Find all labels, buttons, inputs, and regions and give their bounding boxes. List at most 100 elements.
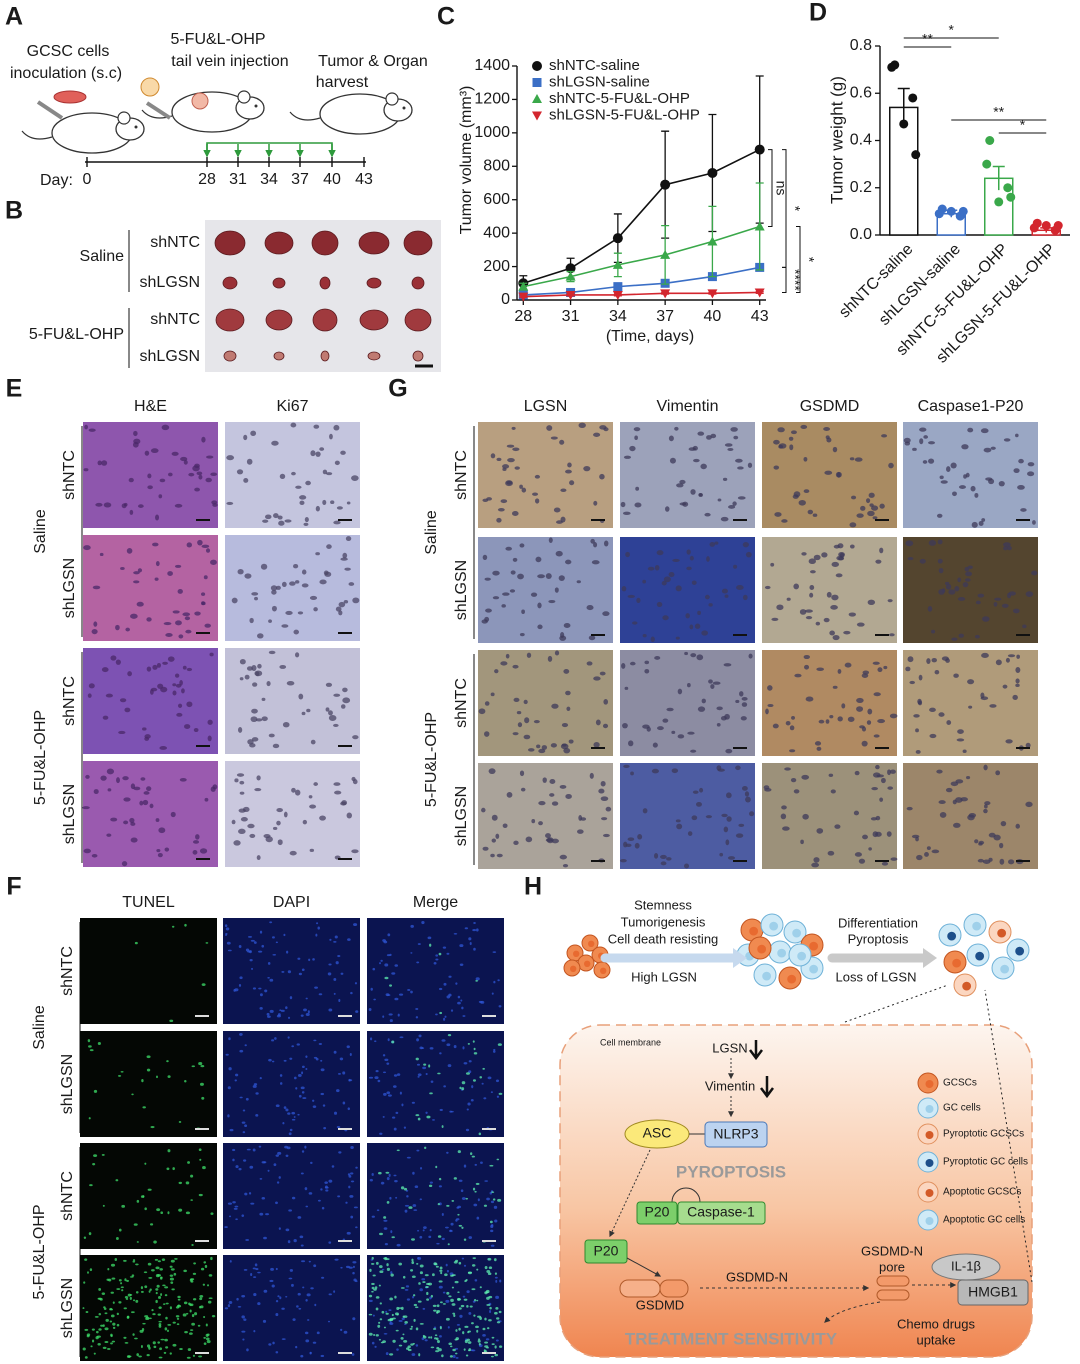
cell-stain <box>210 1212 214 1215</box>
cell-stain <box>109 1320 113 1323</box>
cell-stain <box>974 839 979 844</box>
cell-stain <box>283 1106 287 1109</box>
cell-stain <box>182 1313 187 1317</box>
cell-stain <box>133 1299 136 1302</box>
cell-stain <box>860 505 866 511</box>
cell-stain <box>393 1174 397 1177</box>
cell-stain <box>263 1289 268 1293</box>
cell-stain <box>485 1289 490 1294</box>
cell-stain <box>150 1126 155 1129</box>
cell-stain <box>301 583 309 588</box>
cell-stain <box>749 811 755 817</box>
cell-stain <box>350 1172 354 1175</box>
cell-stain <box>202 1166 206 1170</box>
cell-stain <box>566 706 571 711</box>
y-tick-label: 600 <box>483 191 510 208</box>
cell-stain <box>375 1261 379 1265</box>
cell-stain <box>435 1165 438 1169</box>
cell-stain <box>407 989 411 991</box>
legend-label: Pyroptotic GC cells <box>943 1157 1028 1168</box>
cell-stain <box>569 480 575 486</box>
cell-stain <box>470 1152 473 1156</box>
cell-stain <box>297 1292 301 1296</box>
cell-stain <box>724 443 733 447</box>
cell-stain <box>101 1153 105 1156</box>
cell-stain <box>450 1222 454 1226</box>
cell-stain <box>634 842 640 849</box>
cell-stain <box>190 1174 194 1178</box>
significance-bracket <box>782 266 787 293</box>
cell-stain <box>704 594 710 600</box>
cell-stain <box>301 1071 304 1075</box>
cell-stain <box>175 620 182 626</box>
cell-stain <box>412 1295 415 1299</box>
cell-stain <box>771 617 779 622</box>
cell-stain <box>444 1273 448 1277</box>
cell-stain <box>126 1315 130 1319</box>
marker <box>612 290 623 300</box>
cell-stain <box>877 667 883 673</box>
tumor <box>265 309 293 331</box>
cell-stain <box>106 768 115 775</box>
cell-stain <box>379 1302 382 1305</box>
cell-stain <box>374 1076 379 1080</box>
cell-stain <box>426 1115 431 1119</box>
cell-stain <box>239 658 246 665</box>
cell-stain <box>148 1277 153 1279</box>
tumor-on-mouse <box>191 92 209 110</box>
cell-stain <box>135 1263 139 1266</box>
cell-stain <box>623 455 632 459</box>
cell-stain <box>802 813 809 820</box>
cell-stain <box>91 1339 95 1343</box>
cell-stain <box>770 562 775 567</box>
cell-stain <box>404 1320 408 1324</box>
cell-stain <box>489 1309 492 1314</box>
cell-stain <box>776 604 784 611</box>
x-tick-label: 40 <box>704 308 722 325</box>
diagram-label: P20 <box>594 1243 619 1259</box>
cell-stain <box>875 764 880 770</box>
cell-stain <box>837 543 844 549</box>
cell-stain <box>250 716 258 723</box>
cell-stain <box>733 435 739 440</box>
cell-stain <box>580 817 587 821</box>
diagram-label: LGSN <box>712 1040 747 1055</box>
cell-stain <box>142 1195 145 1198</box>
cell-stain <box>147 1262 152 1266</box>
cell-stain <box>239 976 243 980</box>
cell-stain <box>534 474 541 479</box>
cell-stain <box>250 1202 255 1205</box>
cell-stain <box>887 769 891 776</box>
cell-stain <box>87 693 92 698</box>
cell-stain <box>463 1238 467 1241</box>
tumor <box>264 231 294 255</box>
cell-stain <box>492 570 500 576</box>
cell-stain <box>252 1148 256 1152</box>
cell-stain <box>102 715 109 720</box>
cell-stain <box>983 808 988 814</box>
cell-stain <box>207 1300 212 1304</box>
cell-stain <box>741 786 748 791</box>
data-point <box>1006 192 1016 202</box>
cell-stain <box>453 1045 457 1049</box>
cell-stain <box>456 1206 460 1209</box>
tumor <box>412 350 424 362</box>
cell-stain <box>300 1244 304 1247</box>
cell-stain <box>439 1335 442 1338</box>
cell-nucleus <box>757 944 767 954</box>
diagram-label: PYROPTOSIS <box>676 1162 786 1181</box>
y-axis-title: Tumor volume (mm³) <box>458 86 475 235</box>
cell-stain <box>204 623 211 628</box>
cell-stain <box>281 1338 286 1340</box>
cell-stain <box>417 1117 421 1121</box>
label: harvest <box>316 74 369 91</box>
cell-stain <box>595 719 601 726</box>
cell-stain <box>132 1260 136 1263</box>
cell-stain <box>435 954 439 957</box>
cell-stain <box>725 839 730 846</box>
cell-stain <box>764 787 772 792</box>
cell-stain <box>449 1345 453 1348</box>
cell-stain <box>1020 508 1027 512</box>
cell-stain <box>139 800 144 806</box>
cell-stain <box>873 734 880 738</box>
